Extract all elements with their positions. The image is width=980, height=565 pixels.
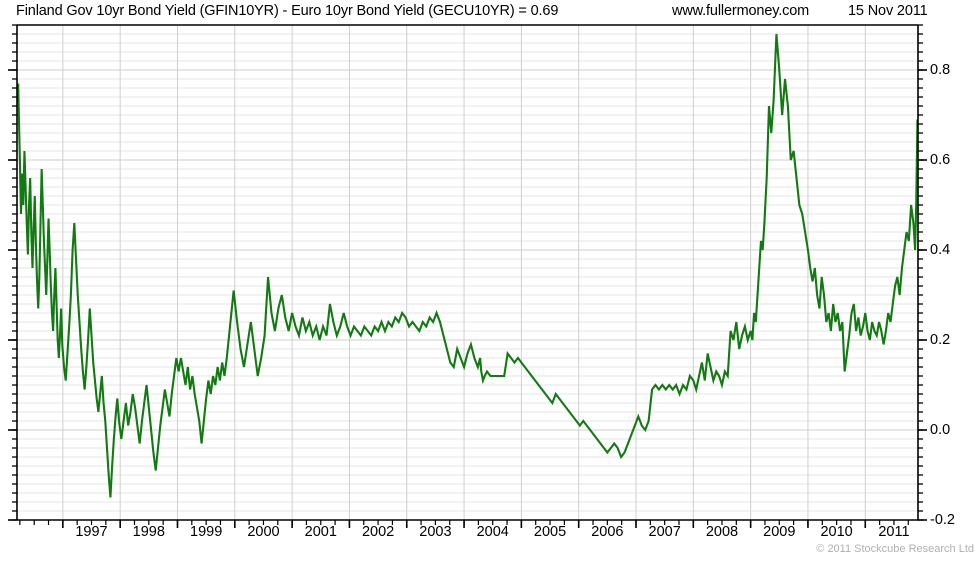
chart-title: Finland Gov 10yr Bond Yield (GFIN10YR) -… <box>16 3 559 19</box>
x-axis-tick-label: 2009 <box>763 524 796 540</box>
y-axis-tick-label: 0.2 <box>930 332 951 348</box>
y-axis-tick-label: -0.2 <box>930 512 955 528</box>
x-axis-tick-label: 1999 <box>190 524 223 540</box>
y-axis-tick-label: 0.6 <box>930 152 951 168</box>
x-axis-tick-label: 2006 <box>591 524 624 540</box>
x-axis-tick-label: 2008 <box>705 524 739 540</box>
x-axis-tick-label: 2005 <box>533 524 567 540</box>
x-axis-tick-label: 2001 <box>304 524 337 540</box>
y-axis-tick-label: 0.8 <box>930 62 951 78</box>
x-axis-tick-label: 1997 <box>75 524 108 540</box>
x-axis-tick-label: 1998 <box>132 524 165 540</box>
y-axis-tick-label: 0.0 <box>930 422 951 438</box>
x-axis-tick-label: 2011 <box>878 524 910 540</box>
x-axis-tick-label: 2007 <box>648 524 681 540</box>
x-axis-tick-label: 2010 <box>820 524 853 540</box>
x-axis-tick-label: 2000 <box>247 524 280 540</box>
x-axis-tick-label: 2002 <box>361 524 395 540</box>
copyright-notice: © 2011 Stockcube Research Ltd <box>816 543 974 555</box>
x-axis-tick-label: 2003 <box>419 524 452 540</box>
chart-header: Finland Gov 10yr Bond Yield (GFIN10YR) -… <box>0 1 980 25</box>
y-axis-tick-label: 0.4 <box>930 242 951 258</box>
source-website-label: www.fullermoney.com <box>672 3 810 19</box>
chart-date-label: 15 Nov 2011 <box>848 3 928 19</box>
x-axis-tick-label: 2004 <box>476 524 509 540</box>
